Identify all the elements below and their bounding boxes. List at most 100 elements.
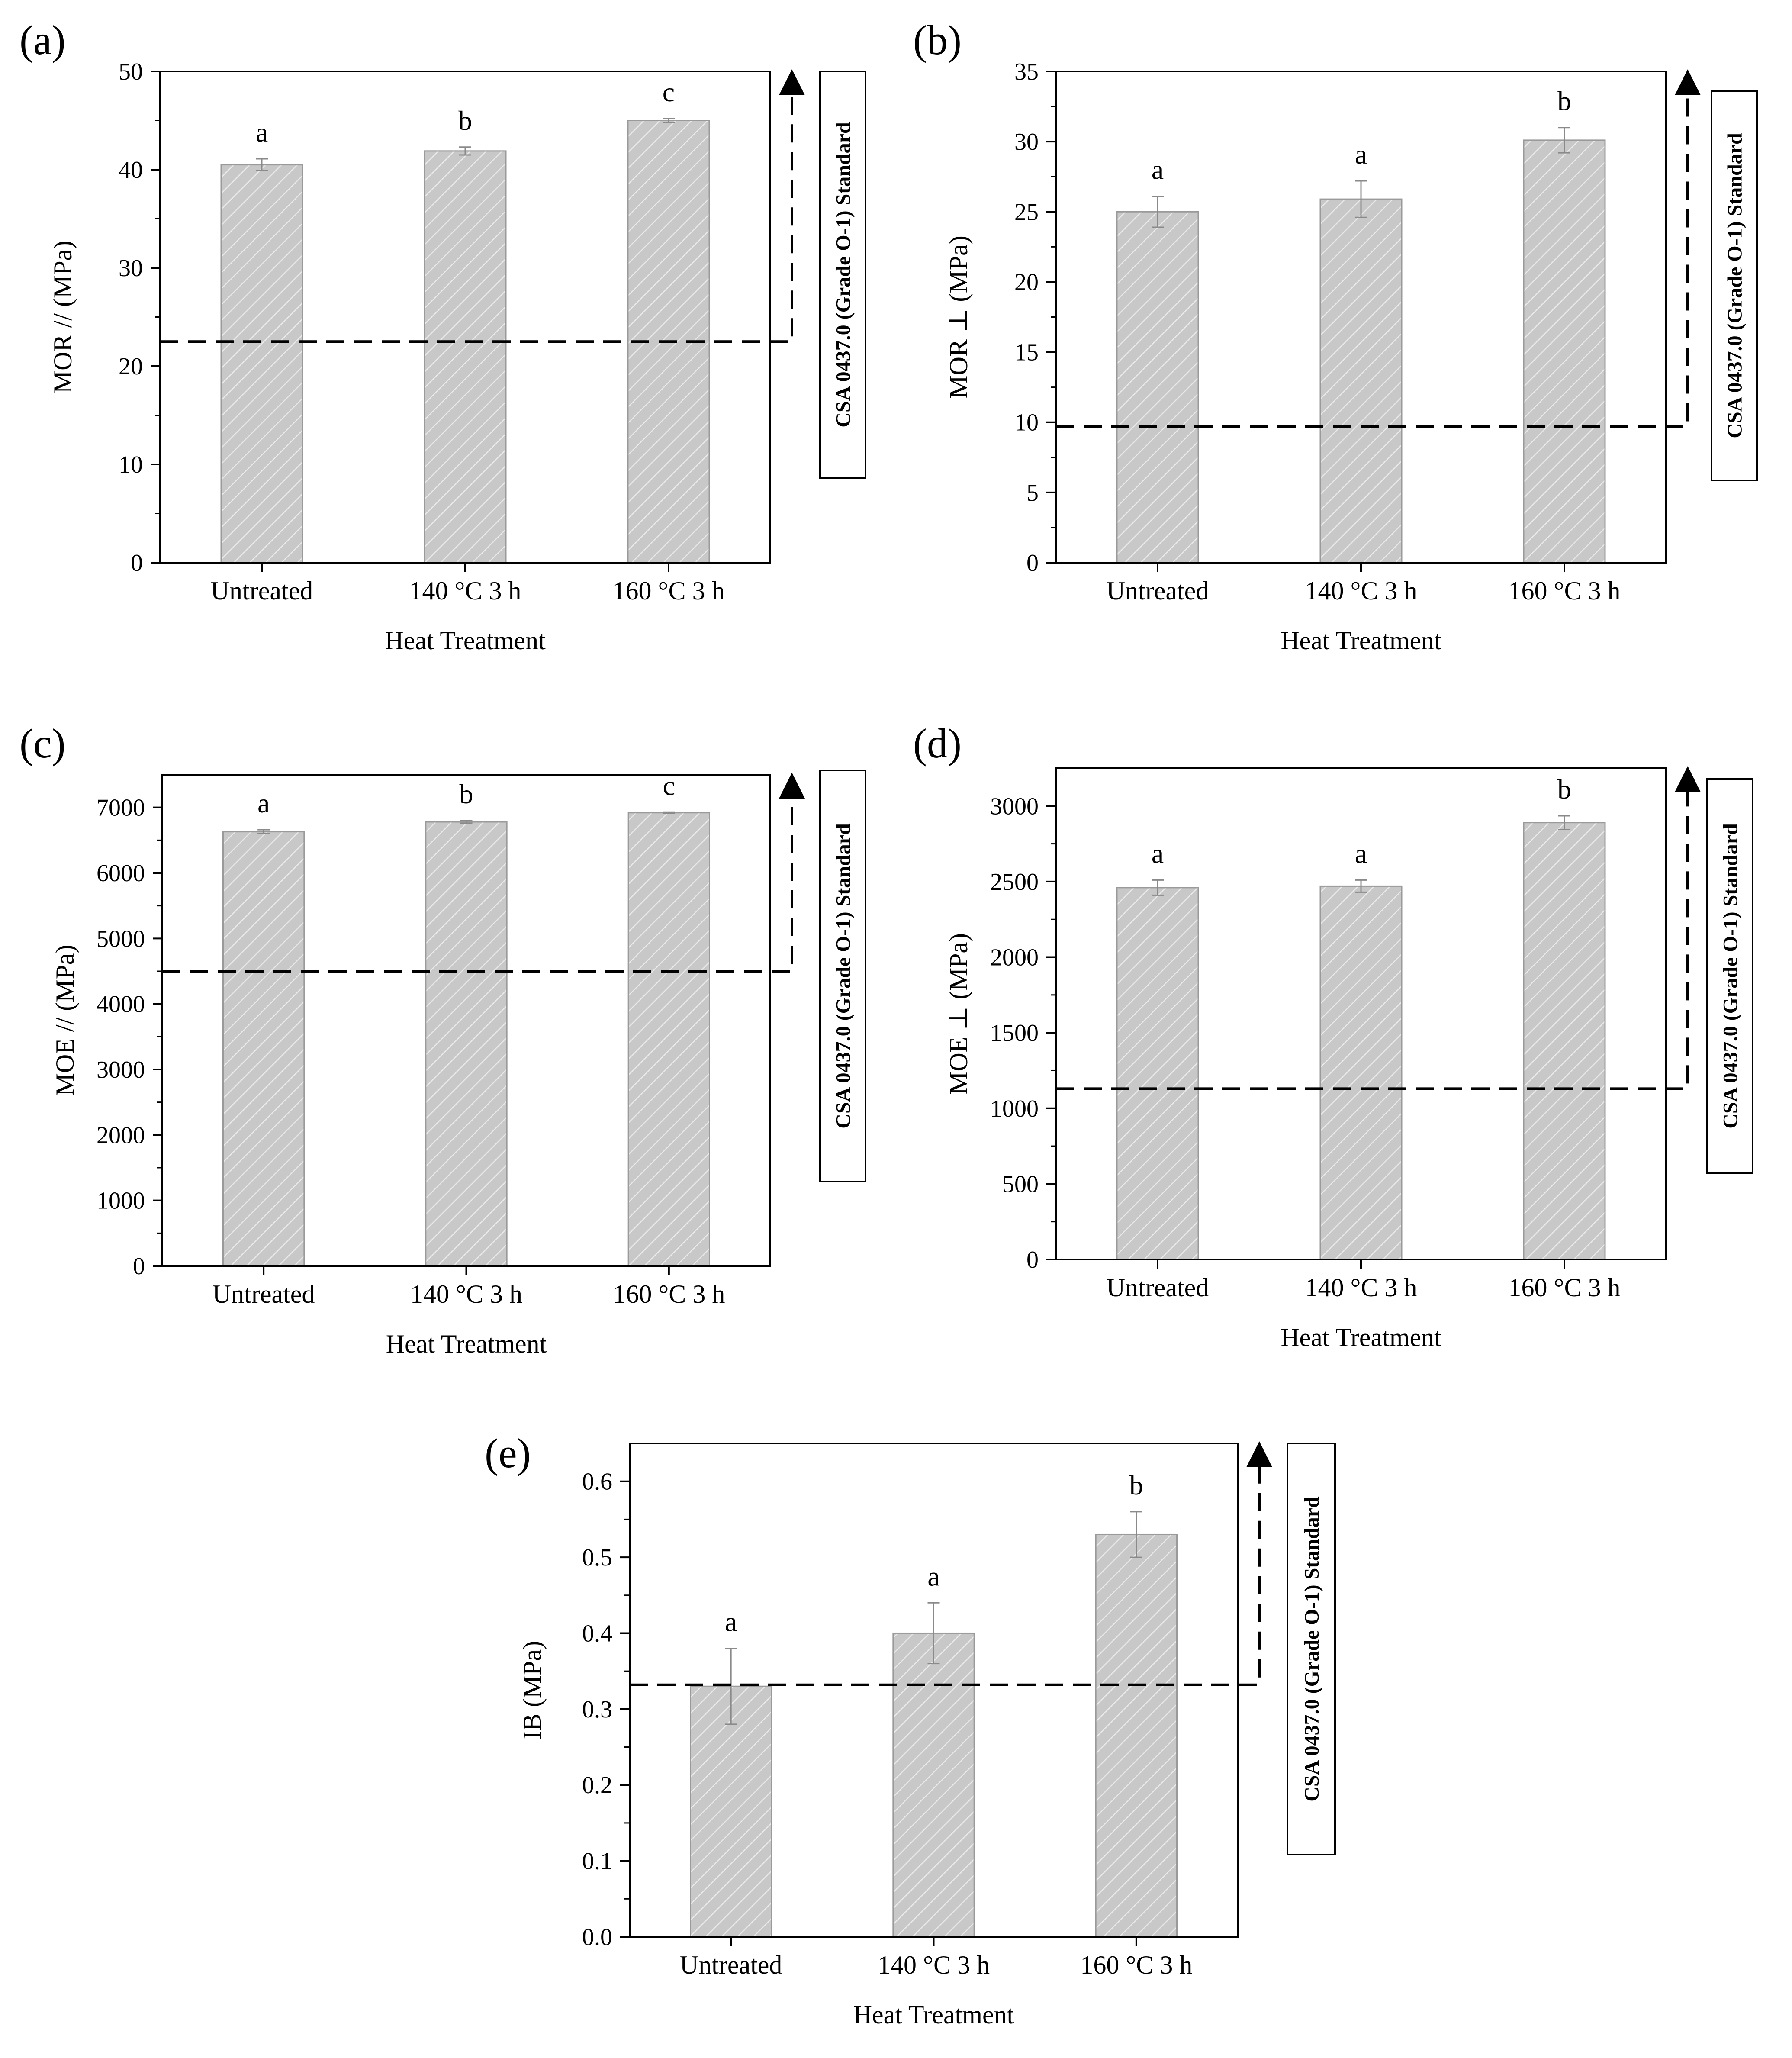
- y-tick-label: 15: [1014, 339, 1039, 366]
- standard-label: CSA 0437.0 (Grade O-1) Standard: [832, 823, 855, 1129]
- y-axis-title: IB (MPa): [518, 1641, 547, 1739]
- error-bar: [1152, 196, 1164, 228]
- bar: [1319, 198, 1403, 564]
- x-tick-label: 140 °C 3 h: [1305, 576, 1417, 605]
- y-tick-label: 0: [133, 1253, 145, 1280]
- y-tick-label: 0: [1026, 550, 1039, 576]
- standard-reference-line: [160, 69, 805, 343]
- error-bar: [460, 820, 473, 824]
- significance-letter: a: [725, 1607, 737, 1637]
- panel-e: (e) a a b 0.0 0.1 0.2 0.3 0.4 0.5 0.6 Untreated 140 …: [485, 1430, 1336, 2029]
- significance-letter: a: [257, 788, 270, 818]
- y-tick-label: 500: [1002, 1171, 1039, 1198]
- significance-letter: c: [663, 77, 675, 107]
- panel-a: (a) a b c 0 10 20 30 40 50 Untreated 140 °C 3 h 160 …: [19, 17, 866, 655]
- panel-label: (a): [19, 17, 66, 63]
- y-tick-label: 0.0: [582, 1924, 612, 1951]
- bar: [892, 1632, 975, 1938]
- standard-label: CSA 0437.0 (Grade O-1) Standard: [1719, 823, 1742, 1129]
- y-tick-label: 0.2: [582, 1772, 612, 1799]
- significance-letter: a: [927, 1561, 939, 1591]
- x-tick-label: Untreated: [680, 1951, 782, 1979]
- bar: [425, 821, 508, 1267]
- standard-label: CSA 0437.0 (Grade O-1) Standard: [832, 122, 855, 428]
- error-bar: [257, 829, 270, 834]
- bar: [222, 831, 305, 1267]
- panel-label: (d): [913, 720, 962, 767]
- y-axis-title: MOE ⊥ (MPa): [944, 933, 973, 1095]
- panel-label: (e): [485, 1430, 531, 1476]
- panel-c: (c)a b c01000200030004000500060007000Untre…: [19, 720, 866, 1358]
- significance-letter: b: [1129, 1470, 1143, 1501]
- standard-label: CSA 0437.0 (Grade O-1) Standard: [1724, 133, 1747, 438]
- x-axis-title: Heat Treatment: [1280, 626, 1441, 655]
- standard-label-box: [1287, 1443, 1336, 1855]
- standard-reference-line: [1056, 69, 1701, 428]
- y-tick-label: 0.4: [582, 1620, 612, 1647]
- standard-reference-line: [630, 1441, 1272, 1686]
- x-tick-label: 160 °C 3 h: [1508, 576, 1620, 605]
- x-tick-label: 140 °C 3 h: [410, 1280, 522, 1308]
- bar: [220, 164, 303, 564]
- bar: [627, 812, 710, 1267]
- error-bar: [459, 146, 471, 156]
- x-tick-label: 140 °C 3 h: [878, 1951, 990, 1979]
- significance-letter: b: [458, 105, 472, 136]
- error-bar: [1130, 1511, 1142, 1558]
- y-tick-label: 10: [1014, 409, 1039, 436]
- error-bar: [1355, 879, 1367, 893]
- error-bar: [1558, 815, 1570, 830]
- x-tick-label: 160 °C 3 h: [1080, 1951, 1192, 1979]
- y-tick-label: 5000: [97, 925, 145, 952]
- y-tick-label: 10: [119, 451, 143, 478]
- y-axis-title: MOR ⊥ (MPa): [944, 235, 973, 398]
- y-tick-label: 0.6: [582, 1469, 612, 1495]
- error-bar: [1558, 127, 1570, 154]
- y-tick-label: 3000: [990, 793, 1039, 820]
- x-tick-label: Untreated: [211, 576, 313, 605]
- bar: [1523, 822, 1606, 1260]
- y-tick-label: 50: [119, 58, 143, 85]
- x-tick-label: Untreated: [212, 1280, 315, 1308]
- x-tick-label: Untreated: [1107, 576, 1209, 605]
- y-tick-label: 30: [1014, 129, 1039, 155]
- x-axis-title: Heat Treatment: [1280, 1323, 1441, 1352]
- significance-letter: a: [1152, 155, 1164, 185]
- standard-reference-line: [162, 773, 805, 973]
- x-tick-label: 160 °C 3 h: [613, 1280, 725, 1308]
- significance-letter: a: [256, 117, 268, 148]
- bar: [1523, 139, 1606, 564]
- error-bar: [725, 1648, 737, 1725]
- standard-label-box: [819, 770, 866, 1182]
- y-tick-label: 20: [119, 353, 143, 380]
- y-tick-label: 0: [131, 550, 143, 576]
- significance-letter: a: [1152, 838, 1164, 869]
- y-tick-label: 35: [1014, 58, 1039, 85]
- y-tick-label: 2500: [990, 869, 1039, 895]
- error-bar: [927, 1602, 940, 1665]
- y-axis-title: MOE // (MPa): [51, 945, 79, 1096]
- x-tick-label: 140 °C 3 h: [409, 576, 521, 605]
- significance-letter: b: [1557, 86, 1571, 116]
- significance-letter: a: [1355, 838, 1367, 869]
- panel-label: (b): [913, 17, 962, 63]
- bar: [424, 150, 507, 564]
- y-tick-label: 2000: [97, 1122, 145, 1149]
- error-bar: [663, 811, 675, 814]
- bar: [1319, 885, 1403, 1260]
- y-tick-label: 20: [1014, 269, 1039, 296]
- x-tick-label: 160 °C 3 h: [612, 576, 724, 605]
- significance-letter: b: [1557, 774, 1571, 805]
- y-tick-label: 5: [1026, 480, 1039, 506]
- y-tick-label: 2000: [990, 944, 1039, 971]
- y-tick-label: 0.3: [582, 1696, 612, 1723]
- panel-d: (d) a a b 0 500 1000 1500 2000 2500 3000 Untreated 1…: [913, 720, 1753, 1352]
- significance-letter: a: [1355, 139, 1367, 170]
- y-tick-label: 1000: [97, 1188, 145, 1214]
- y-tick-label: 40: [119, 157, 143, 184]
- error-bar: [663, 118, 675, 123]
- y-tick-label: 4000: [97, 991, 145, 1018]
- bar: [1095, 1533, 1178, 1938]
